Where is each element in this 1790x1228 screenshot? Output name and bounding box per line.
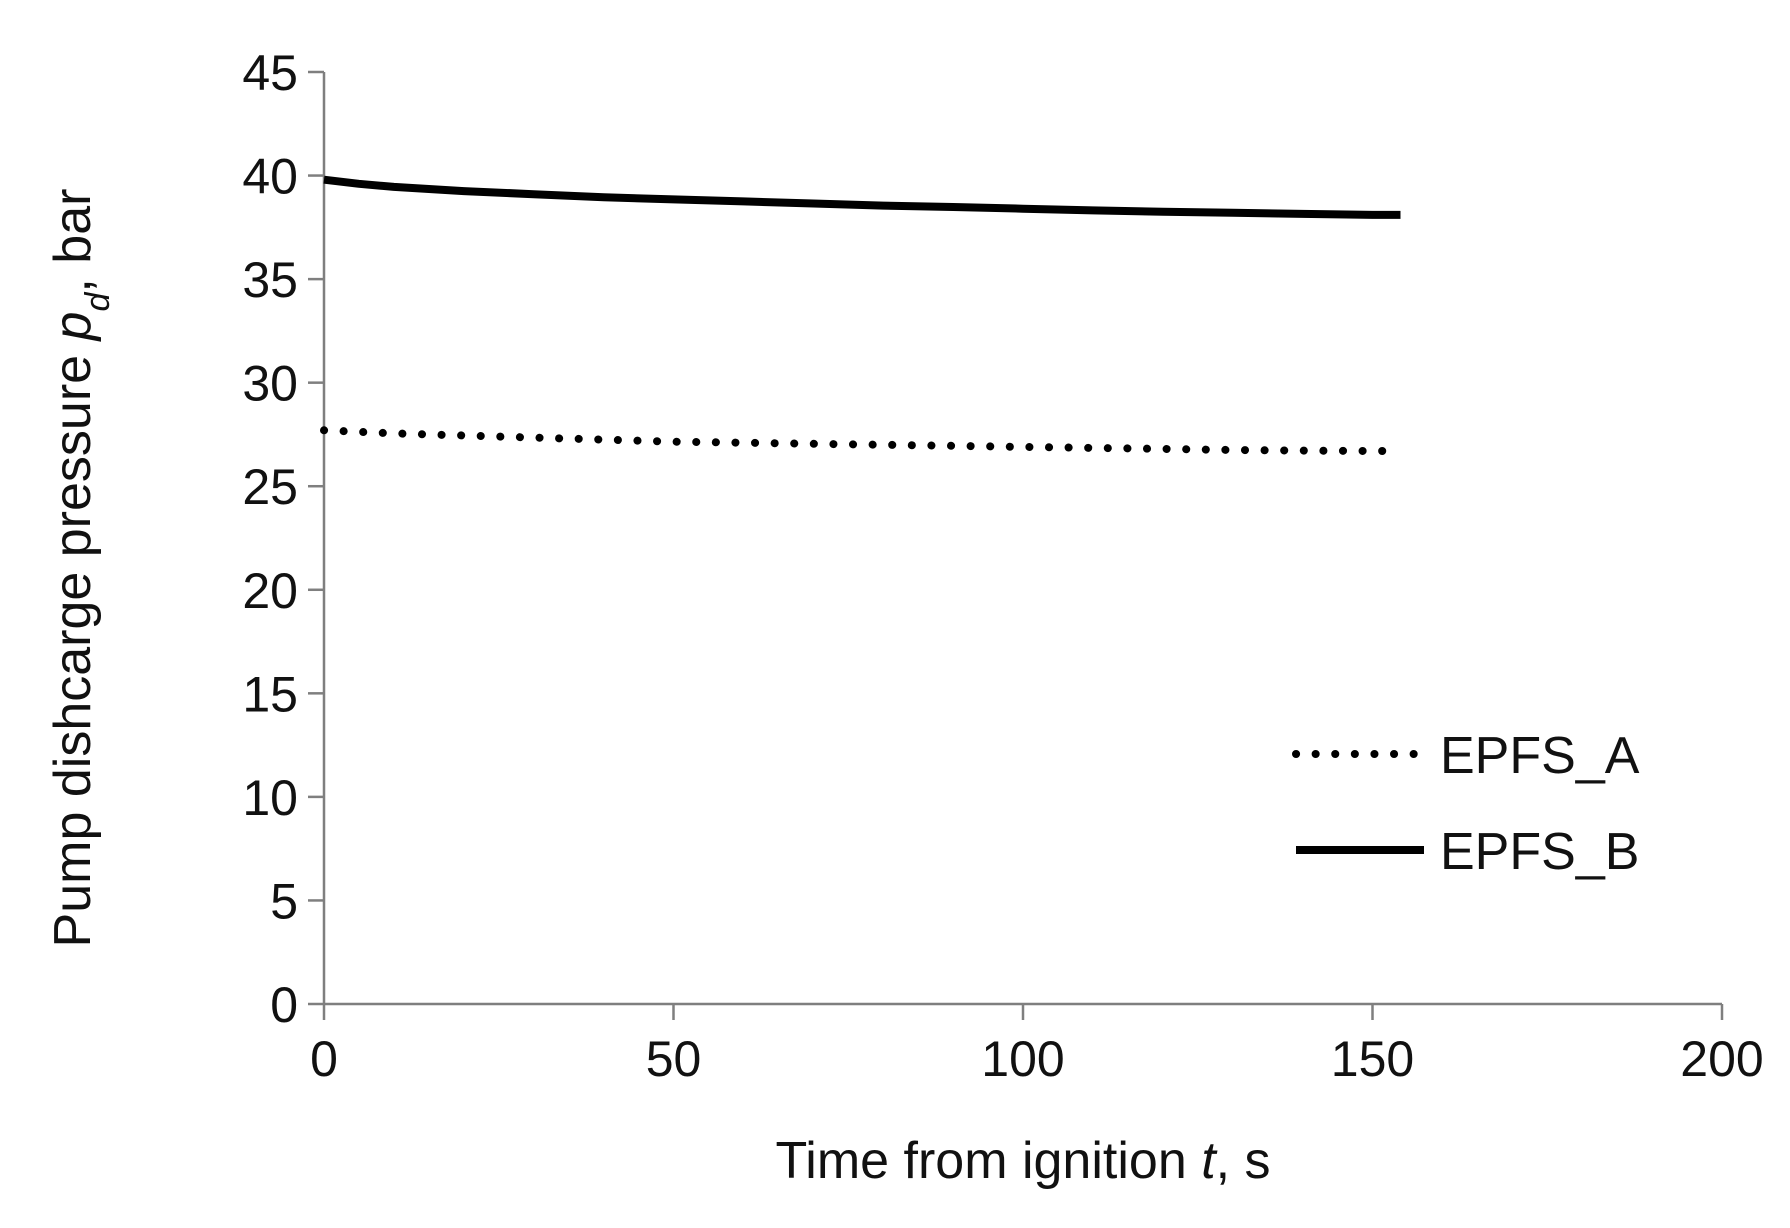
y-tick-label: 30 bbox=[242, 356, 298, 412]
series-line-epfs-b bbox=[323, 175, 1401, 219]
y-tick-label: 25 bbox=[242, 459, 298, 515]
series-layer bbox=[320, 175, 1401, 455]
x-ticks: 0 50 100 150 200 bbox=[310, 1004, 1764, 1087]
x-tick-label: 50 bbox=[646, 1031, 702, 1087]
x-tick-label: 0 bbox=[310, 1031, 338, 1087]
y-axis-title-unit: , bar bbox=[44, 189, 102, 293]
series-line-epfs-a bbox=[320, 426, 1391, 455]
y-tick-label: 10 bbox=[242, 770, 298, 826]
x-tick-label: 200 bbox=[1680, 1031, 1763, 1087]
y-tick-label: 5 bbox=[270, 873, 298, 929]
x-axis-title: Time from ignition t, s bbox=[775, 1132, 1270, 1190]
legend-label-epfs-a: EPFS_A bbox=[1440, 727, 1640, 785]
y-tick-label: 35 bbox=[242, 252, 298, 308]
y-tick-label: 45 bbox=[242, 45, 298, 101]
y-tick-label: 0 bbox=[270, 977, 298, 1033]
y-tick-label: 15 bbox=[242, 666, 298, 722]
axes: 0 5 10 15 20 25 30 35 40 45 0 50 100 150 200 bbox=[242, 45, 1763, 1087]
y-tick-label: 20 bbox=[242, 563, 298, 619]
y-axis-title-variable: p bbox=[44, 312, 102, 343]
y-tick-label: 40 bbox=[242, 149, 298, 205]
x-axis-title-variable: t bbox=[1201, 1132, 1218, 1190]
y-axis-title-subscript: d bbox=[79, 292, 117, 312]
x-tick-label: 150 bbox=[1331, 1031, 1414, 1087]
y-axis-title: Pump dishcarge pressure pd, bar bbox=[44, 189, 117, 948]
x-tick-label: 100 bbox=[981, 1031, 1064, 1087]
x-axis-title-text: Time from ignition bbox=[775, 1132, 1201, 1190]
y-axis-title-text: Pump dishcarge pressure bbox=[44, 340, 102, 947]
x-axis-title-unit: , s bbox=[1216, 1132, 1271, 1190]
legend: EPFS_A EPFS_B bbox=[1292, 727, 1640, 881]
y-ticks: 0 5 10 15 20 25 30 35 40 45 bbox=[242, 45, 324, 1033]
legend-label-epfs-b: EPFS_B bbox=[1440, 823, 1639, 881]
